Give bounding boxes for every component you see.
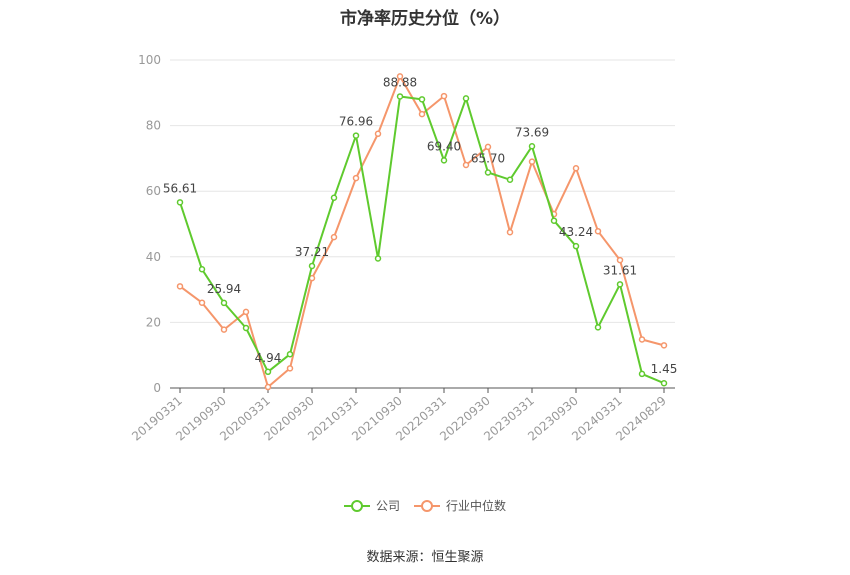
series-line-company (179, 95, 665, 385)
legend-label-company: 公司 (375, 499, 400, 513)
data-point-company (594, 324, 602, 331)
data-point-industry-median (198, 299, 206, 306)
chart-title: 市净率历史分位（%） (339, 9, 511, 29)
y-tick-label: 0 (153, 381, 161, 395)
data-point-company (550, 217, 558, 224)
data-point-company (638, 370, 646, 378)
data-label-company: 76.96 (339, 115, 373, 129)
data-label-company: 4.94 (255, 351, 282, 365)
data-point-industry-median (396, 73, 404, 80)
data-point-industry-median (484, 143, 492, 151)
data-point-industry-median (594, 227, 602, 235)
data-point-industry-median (638, 336, 646, 343)
y-tick-label: 20 (146, 315, 161, 329)
data-point-company (352, 132, 360, 139)
data-point-company (660, 379, 668, 387)
data-point-company (308, 262, 316, 270)
data-point-company (286, 350, 294, 358)
legend-company-marker (343, 500, 370, 512)
data-label-company: 73.69 (515, 125, 549, 139)
data-point-industry-median (374, 130, 382, 138)
data-point-industry-median (330, 233, 338, 241)
data-label-company: 37.21 (295, 245, 329, 259)
data-point-company (484, 169, 492, 176)
data-point-industry-median (660, 342, 668, 349)
data-point-company (506, 176, 514, 183)
data-point-company (418, 96, 426, 103)
data-point-industry-median (462, 161, 470, 169)
legend: 公司 行业中位数 (0, 497, 850, 515)
data-point-company (374, 255, 382, 262)
data-point-industry-median (242, 308, 250, 316)
data-label-company: 56.61 (163, 181, 197, 195)
data-point-industry-median (506, 228, 514, 236)
data-label-company: 88.88 (383, 75, 417, 89)
data-point-industry-median (440, 92, 448, 100)
data-point-company (198, 266, 206, 273)
y-tick-label: 60 (146, 184, 161, 198)
data-point-company (572, 242, 580, 250)
data-point-industry-median (418, 110, 426, 118)
data-point-industry-median (352, 174, 360, 182)
data-label-company: 31.61 (603, 263, 637, 277)
data-source-note: 数据来源：恒生聚源 (366, 550, 484, 565)
data-point-company (242, 324, 250, 332)
data-point-company (462, 95, 470, 102)
data-point-company (440, 157, 448, 164)
y-tick-label: 40 (146, 250, 161, 264)
data-point-industry-median (264, 383, 272, 391)
y-tick-label: 100 (138, 53, 161, 67)
data-point-company (264, 368, 272, 376)
legend-label-industry-median: 行业中位数 (446, 499, 507, 513)
data-point-company (330, 194, 338, 202)
data-point-company (176, 199, 184, 206)
data-point-industry-median (528, 158, 536, 165)
data-label-company: 43.24 (559, 225, 593, 239)
data-point-company (396, 93, 404, 100)
data-label-company: 65.70 (471, 152, 505, 166)
data-point-industry-median (286, 365, 294, 372)
data-point-industry-median (220, 326, 228, 333)
data-point-industry-median (176, 283, 184, 290)
legend-item-industry-median[interactable]: 行业中位数 (414, 497, 506, 515)
legend-industry-marker (414, 500, 440, 512)
data-point-industry-median (616, 256, 624, 264)
y-tick-label: 80 (146, 119, 161, 133)
data-label-company: 69.40 (427, 139, 461, 153)
data-label-company: 1.45 (651, 362, 678, 376)
data-point-company (528, 143, 536, 150)
data-label-company: 25.94 (207, 282, 241, 296)
data-point-company (616, 281, 624, 288)
data-point-company (220, 299, 228, 307)
legend-item-company[interactable]: 公司 (343, 497, 400, 515)
data-point-industry-median (572, 164, 580, 172)
